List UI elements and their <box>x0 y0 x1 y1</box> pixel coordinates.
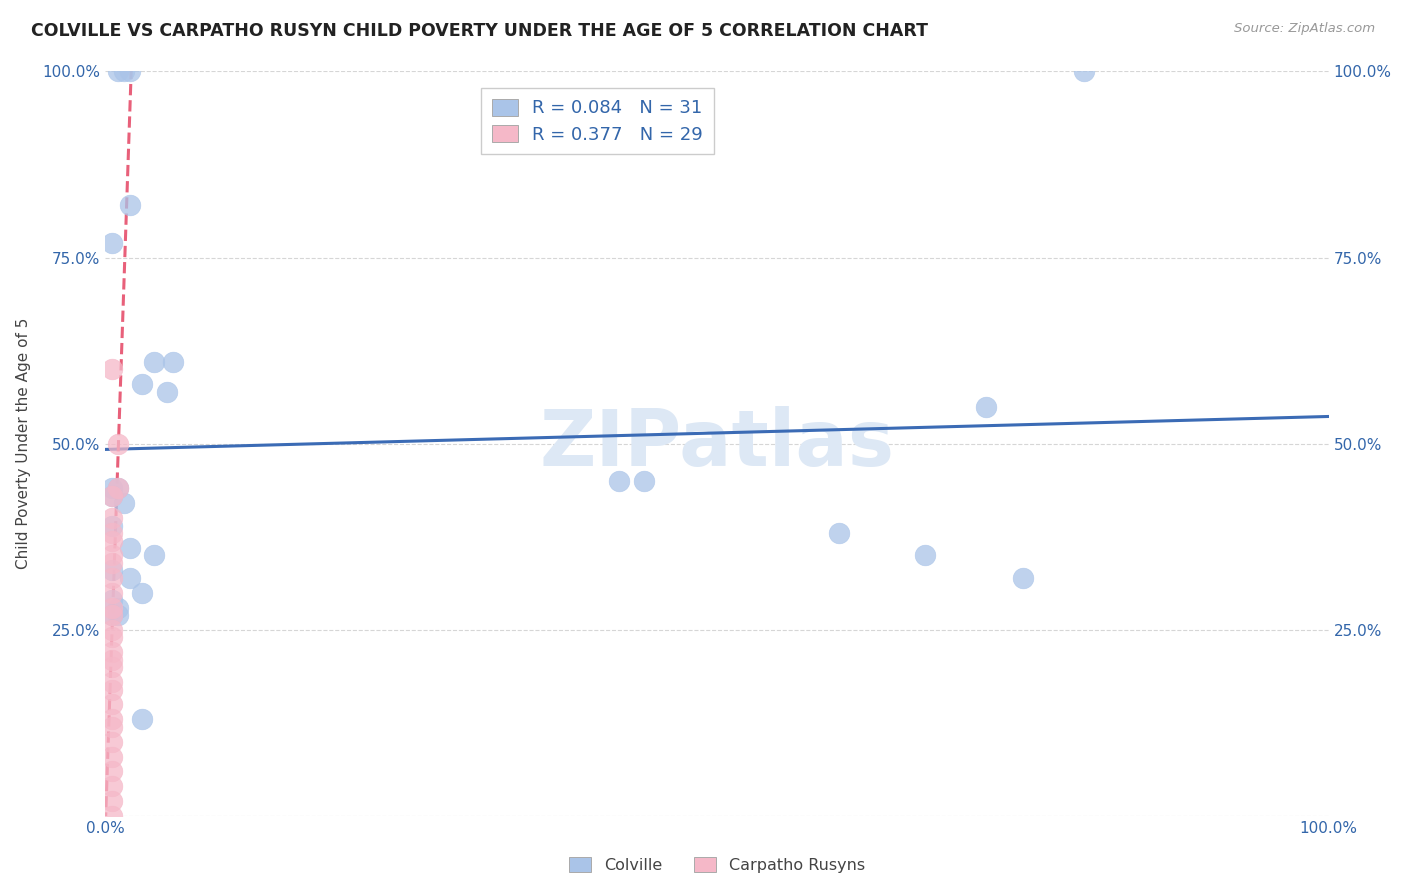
Point <box>974 400 997 414</box>
Point <box>100 593 122 607</box>
Point <box>118 571 141 585</box>
Point <box>100 631 122 645</box>
Point <box>143 355 166 369</box>
Point <box>100 780 122 794</box>
Text: ZIPatlas: ZIPatlas <box>540 406 894 482</box>
Point <box>100 608 122 623</box>
Point <box>143 549 166 563</box>
Point <box>828 526 851 541</box>
Point <box>107 608 129 623</box>
Point <box>100 712 122 726</box>
Point <box>100 608 122 623</box>
Point <box>162 355 184 369</box>
Point <box>131 377 153 392</box>
Point <box>155 384 177 399</box>
Point <box>100 563 122 577</box>
Point <box>118 198 141 212</box>
Point <box>100 549 122 563</box>
Point <box>118 64 141 78</box>
Point <box>100 533 122 548</box>
Point <box>100 482 122 496</box>
Point <box>112 64 135 78</box>
Point <box>100 794 122 808</box>
Text: Source: ZipAtlas.com: Source: ZipAtlas.com <box>1234 22 1375 36</box>
Point <box>100 698 122 712</box>
Point <box>100 362 122 376</box>
Point <box>100 511 122 525</box>
Point <box>633 474 655 488</box>
Legend: Colville, Carpatho Rusyns: Colville, Carpatho Rusyns <box>562 851 872 880</box>
Point <box>100 235 122 250</box>
Point <box>100 660 122 674</box>
Point <box>112 496 135 510</box>
Point <box>100 600 122 615</box>
Point <box>100 645 122 659</box>
Point <box>118 541 141 555</box>
Legend: R = 0.084   N = 31, R = 0.377   N = 29: R = 0.084 N = 31, R = 0.377 N = 29 <box>481 87 714 154</box>
Point <box>100 809 122 823</box>
Point <box>107 482 129 496</box>
Point <box>914 549 936 563</box>
Point <box>107 436 129 450</box>
Point <box>100 489 122 503</box>
Point <box>100 764 122 779</box>
Point <box>107 482 129 496</box>
Point <box>100 526 122 541</box>
Point <box>1011 571 1033 585</box>
Point <box>100 489 122 503</box>
Point <box>100 735 122 749</box>
Point <box>100 556 122 570</box>
Point <box>1073 64 1095 78</box>
Point <box>100 720 122 734</box>
Point <box>100 571 122 585</box>
Point <box>607 474 630 488</box>
Point <box>100 675 122 690</box>
Point <box>100 653 122 667</box>
Point <box>100 586 122 600</box>
Point <box>100 682 122 697</box>
Text: COLVILLE VS CARPATHO RUSYN CHILD POVERTY UNDER THE AGE OF 5 CORRELATION CHART: COLVILLE VS CARPATHO RUSYN CHILD POVERTY… <box>31 22 928 40</box>
Point <box>100 518 122 533</box>
Point <box>131 586 153 600</box>
Point <box>131 712 153 726</box>
Y-axis label: Child Poverty Under the Age of 5: Child Poverty Under the Age of 5 <box>17 318 31 569</box>
Point <box>100 749 122 764</box>
Point <box>107 64 129 78</box>
Point <box>107 600 129 615</box>
Point <box>100 623 122 637</box>
